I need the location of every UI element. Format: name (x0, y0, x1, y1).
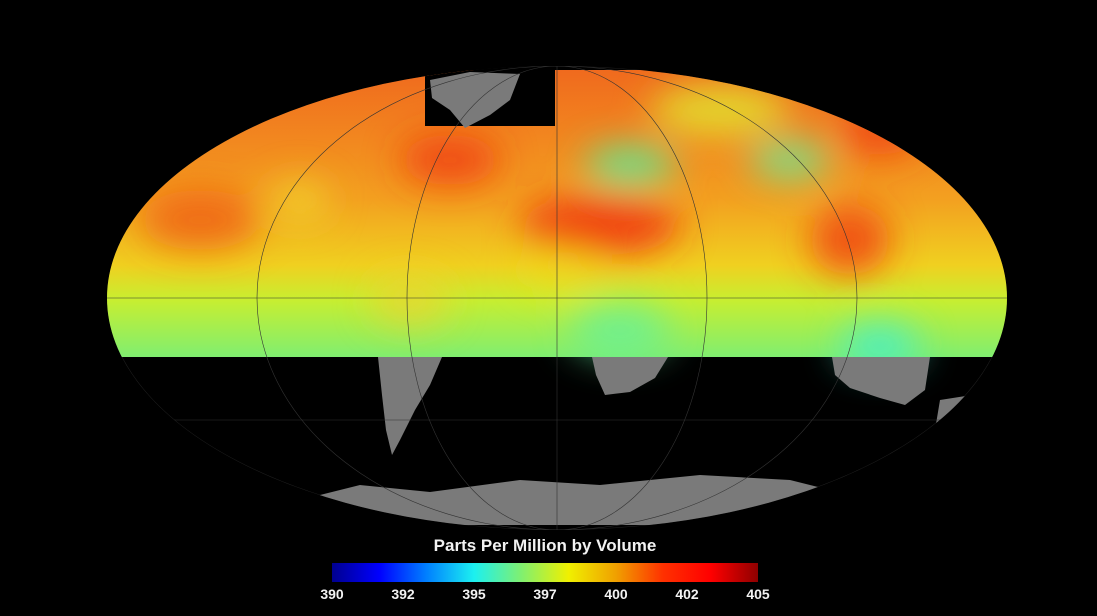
colorbar-tick-label: 392 (391, 586, 415, 602)
legend-title: Parts Per Million by Volume (433, 536, 657, 555)
arctic-no-data-left (107, 66, 390, 70)
colorbar-tick-label: 395 (462, 586, 486, 602)
colorbar-tick-label: 390 (320, 586, 344, 602)
southern-land (300, 357, 972, 525)
color-scale-bar (332, 563, 758, 582)
greenland (430, 72, 520, 128)
colorbar-tick-label: 405 (746, 586, 770, 602)
colorbar-tick-label: 402 (675, 586, 699, 602)
colorbar-tick-label: 400 (604, 586, 628, 602)
colorbar-tick-label: 397 (533, 586, 557, 602)
graticule (107, 66, 1007, 530)
